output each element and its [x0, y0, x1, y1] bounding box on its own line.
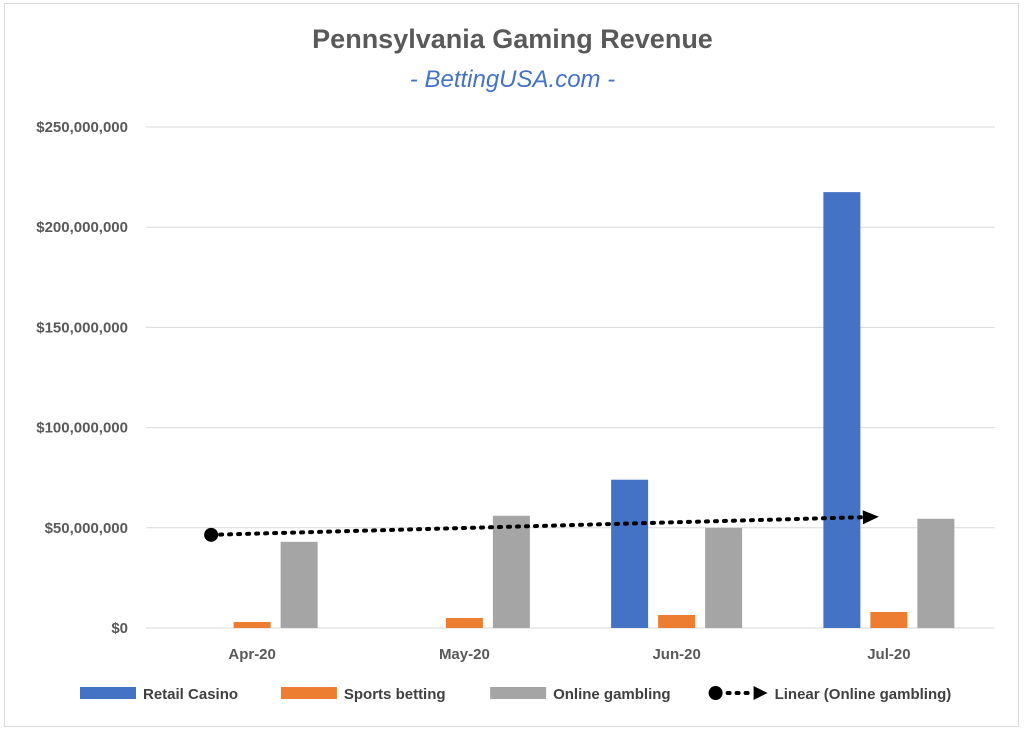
y-tick-label: $0	[111, 620, 128, 637]
y-tick-label: $250,000,000	[36, 119, 128, 136]
bar	[823, 192, 861, 628]
bar	[280, 541, 318, 628]
bar	[917, 518, 955, 628]
chart-title: Pennsylvania Gaming Revenue	[312, 24, 713, 54]
legend-trend-arrow	[753, 686, 768, 700]
bar	[492, 515, 530, 628]
x-tick-label: Jun-20	[652, 646, 700, 663]
bar	[445, 617, 483, 628]
x-tick-label: May-20	[439, 646, 490, 663]
bar	[870, 611, 908, 628]
bar	[705, 527, 743, 628]
y-tick-label: $150,000,000	[36, 319, 128, 336]
y-tick-label: $50,000,000	[45, 520, 128, 537]
x-tick-label: Jul-20	[867, 646, 910, 663]
legend-swatch	[280, 687, 337, 699]
bar	[658, 614, 696, 628]
bar	[611, 479, 649, 628]
legend-swatch	[80, 687, 136, 699]
x-tick-label: Apr-20	[228, 646, 276, 663]
chart-subtitle: - BettingUSA.com -	[409, 66, 616, 93]
y-tick-label: $100,000,000	[36, 420, 128, 437]
trendline-arrow-marker	[862, 510, 879, 525]
trendline-start-marker	[204, 527, 219, 542]
legend-trend-circle	[708, 686, 723, 700]
bar	[233, 621, 271, 628]
y-tick-label: $200,000,000	[36, 219, 128, 236]
legend-label: Linear (Online gambling)	[775, 686, 952, 703]
legend-label: Online gambling	[553, 686, 671, 703]
legend-swatch	[490, 687, 547, 699]
legend-label: Sports betting	[344, 686, 446, 703]
legend-label: Retail Casino	[143, 686, 238, 703]
trendline	[209, 515, 869, 537]
